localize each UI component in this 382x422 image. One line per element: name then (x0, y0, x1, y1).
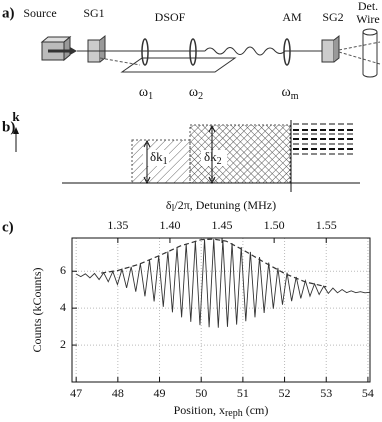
dk2-sub: 2 (217, 156, 222, 167)
y-axis-title: Counts (kCounts) (30, 267, 44, 352)
dk2-main: δk (204, 149, 217, 164)
dk1-main: δk (150, 149, 163, 164)
dk1-sub: 1 (163, 156, 168, 167)
x-tick-label: 52 (279, 386, 291, 400)
beam-deflected (99, 57, 141, 66)
x2-axis-title: δl/2π, Detuning (MHz) (166, 198, 276, 215)
omega1: ω1 (139, 85, 153, 102)
omega2-main: ω (189, 85, 198, 100)
label-sg1: SG1 (83, 6, 104, 20)
x-tick-label: 54 (362, 386, 374, 400)
panel-label: b) (2, 119, 15, 135)
x2-tick-label: 1.55 (316, 218, 337, 232)
x-tick-label: 53 (320, 386, 332, 400)
y-tick-label: 6 (60, 263, 66, 277)
x-tick-label: 51 (237, 386, 249, 400)
label-wire: Wire (356, 12, 380, 26)
x-tick-label: 48 (112, 386, 124, 400)
label-bg (201, 150, 227, 166)
k-label: k (12, 109, 20, 124)
sg2-magnet (333, 34, 340, 63)
label-bg (143, 150, 169, 166)
dk2: δk2 (204, 149, 222, 167)
x-tick-label: 50 (195, 386, 207, 400)
sg2-magnet (321, 39, 335, 63)
x2-tick-label: 1.40 (159, 218, 180, 232)
label-sg2: SG2 (322, 10, 343, 24)
sg1-magnet (99, 34, 106, 63)
x-title-main: Position, x (174, 403, 225, 417)
dsof-coil (189, 38, 197, 66)
detector (362, 28, 378, 36)
beam-wave (204, 46, 322, 56)
detector (362, 73, 378, 78)
x-tick-label: 47 (70, 386, 82, 400)
dsof-coil (141, 38, 149, 66)
beam-arrow (70, 47, 77, 55)
level-line (293, 123, 356, 155)
label-source: Source (23, 6, 56, 20)
k-arrow (13, 127, 19, 134)
omegam-sub: m (291, 91, 299, 102)
x2-tick-label: 1.50 (264, 218, 285, 232)
omega2-sub: 2 (198, 91, 203, 102)
omega1-main: ω (139, 85, 148, 100)
x2-title-sub: l (172, 203, 175, 214)
x2-tick-label: 1.35 (107, 218, 128, 232)
x-title-end: (cm) (243, 403, 269, 417)
omegam: ωm (282, 85, 299, 102)
data-line (75, 239, 370, 328)
beam-out (338, 41, 381, 65)
level-line (293, 129, 356, 150)
panel-c: c) δl/2π, Detuning (MHz) Position, xreph… (2, 198, 374, 420)
detector (362, 32, 378, 74)
panel-label: a) (2, 5, 15, 21)
panel-a: a) Source SG1 DSOF AM SG2 Det. Wire ω1 (2, 0, 381, 102)
label-am: AM (282, 10, 302, 24)
dk1: δk1 (150, 149, 168, 167)
panel-b: b) k δk1 δk2 (2, 109, 360, 192)
x-title-sub: reph (225, 408, 243, 419)
x2-title-end: /2π, Detuning (MHz) (174, 198, 276, 212)
panel-label: c) (2, 219, 14, 235)
label-det: Det. (358, 0, 378, 13)
omegam-main: ω (282, 85, 291, 100)
y-tick-label: 4 (60, 300, 66, 314)
plot-frame (71, 237, 371, 383)
x2-tick-label: 1.45 (212, 218, 233, 232)
x-tick-label: 49 (154, 386, 166, 400)
omega2: ω2 (189, 85, 203, 102)
x2-title-main: δ (166, 198, 172, 212)
omega1-sub: 1 (148, 91, 153, 102)
x-axis-title: Position, xreph (cm) (174, 403, 269, 420)
dk-arrow (146, 128, 213, 181)
y-tick-label: 2 (60, 337, 66, 351)
am-coil (283, 38, 291, 66)
dsof-platform (120, 57, 237, 73)
label-dsof: DSOF (155, 10, 186, 24)
